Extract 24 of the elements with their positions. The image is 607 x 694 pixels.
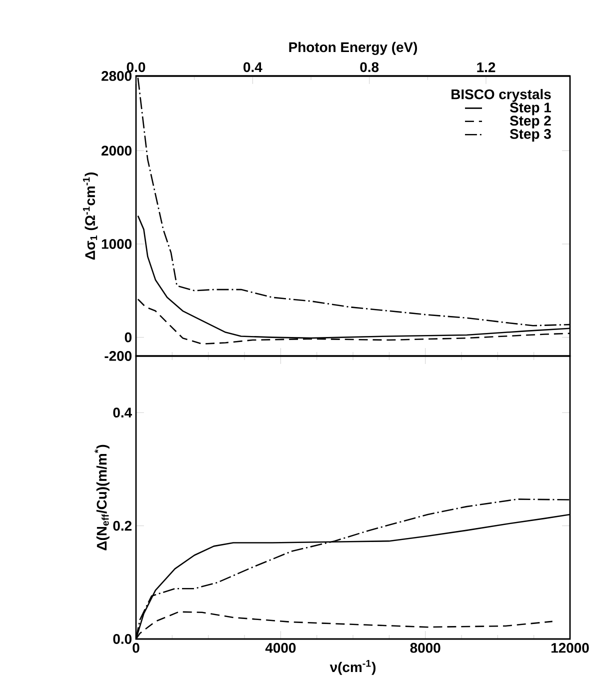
y-tick-label: 0.0 xyxy=(113,634,132,644)
y-tick-label: 0 xyxy=(124,332,132,342)
y-tick-label: 2000 xyxy=(102,146,132,156)
x-tick-label: 4000 xyxy=(265,642,296,653)
legend-label: Step 1 xyxy=(510,102,552,116)
x2-tick-label: 0.8 xyxy=(360,62,379,72)
y-axis-title: Δσ$_{1}$ (Ω$^{-1}$cm$^{-1}$) xyxy=(82,172,98,260)
x-tick-label: 8000 xyxy=(410,642,440,653)
x2-tick-label: 0.0 xyxy=(126,62,146,72)
y-tick-label: 2800 xyxy=(102,71,132,81)
y-tick-label: 1000 xyxy=(102,239,132,249)
y-axis-title: Δ(N$_{eff}$/Cu)(m/m$^{*}$) xyxy=(94,444,110,550)
y-tick-label: -200 xyxy=(104,351,132,361)
y-tick-label: 0.4 xyxy=(113,408,132,418)
x-axis-title: ν(cm$^{-1}$) xyxy=(330,660,376,675)
x-tick-label: 0 xyxy=(132,642,140,653)
legend-label: Step 3 xyxy=(510,129,551,142)
legend-label: Step 2 xyxy=(510,116,551,128)
x2-axis-title: Photon Energy (eV) xyxy=(289,42,418,55)
x-tick-label: 12000 xyxy=(551,642,589,653)
y-tick-label: 0.2 xyxy=(113,520,132,531)
x2-tick-label: 1.2 xyxy=(477,62,496,72)
legend-title: BISCO crystals xyxy=(452,88,551,102)
x2-tick-label: 0.4 xyxy=(244,62,262,72)
